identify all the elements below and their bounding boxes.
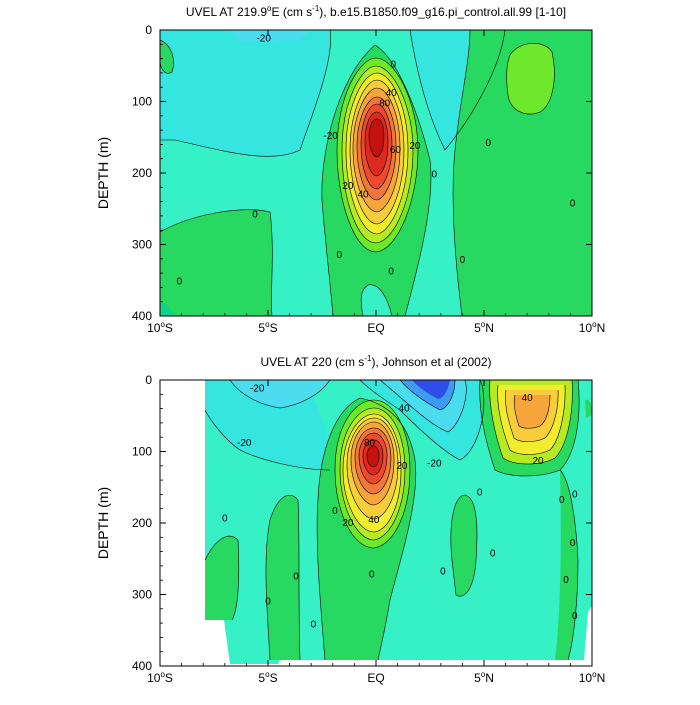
y-tick-label: 100 bbox=[132, 445, 152, 459]
contour-label: 80 bbox=[364, 438, 376, 449]
y-tick-label: 300 bbox=[132, 238, 152, 252]
contour-label: 0 bbox=[293, 572, 299, 583]
contour-label: 40 bbox=[357, 189, 369, 200]
y-tick-label: 200 bbox=[132, 516, 152, 530]
x-tick-label: 5oN bbox=[474, 320, 494, 335]
contour-label: 20 bbox=[342, 518, 354, 529]
contour-label: 0 bbox=[336, 250, 342, 261]
panel-model-ylabel: DEPTH (m) bbox=[95, 137, 111, 209]
contour-label: 0 bbox=[252, 209, 258, 220]
contour-label: 0 bbox=[563, 575, 569, 586]
contour-label: 0 bbox=[390, 59, 396, 70]
contour-label: 0 bbox=[559, 495, 565, 506]
contour-label: 0 bbox=[388, 267, 394, 278]
contour-label: -20 bbox=[237, 438, 252, 449]
x-tick-label: 10oN bbox=[579, 320, 605, 335]
contour-label: 0 bbox=[477, 487, 483, 498]
panel-obs: UVEL AT 220 (cm s-1), Johnson et al (200… bbox=[95, 354, 605, 685]
y-tick-label: 0 bbox=[145, 23, 152, 37]
contour-label: 0 bbox=[332, 506, 338, 517]
contour-label: 20 bbox=[409, 141, 421, 152]
contour-label: 0 bbox=[369, 569, 375, 580]
x-tick-label: EQ bbox=[367, 671, 384, 685]
y-tick-label: 400 bbox=[132, 309, 152, 323]
contour-label: 40 bbox=[399, 404, 411, 415]
contour-label: 80 bbox=[379, 99, 391, 110]
contour-label: 60 bbox=[390, 145, 402, 156]
contour-label: 0 bbox=[177, 277, 183, 288]
contour-label: 0 bbox=[222, 514, 228, 525]
y-tick-label: 400 bbox=[132, 659, 152, 673]
panel-obs-ylabel: DEPTH (m) bbox=[95, 487, 111, 559]
contour-label: 0 bbox=[570, 538, 576, 549]
contour-label: 20 bbox=[396, 461, 408, 472]
contour-label: 0 bbox=[572, 489, 578, 500]
y-tick-label: 0 bbox=[145, 373, 152, 387]
contour-label: 20 bbox=[342, 181, 354, 192]
x-tick-label: 5oN bbox=[474, 670, 494, 685]
panel-model: UVEL AT 219.9oE (cm s-1), b.e15.B1850.f0… bbox=[95, 4, 605, 335]
contour-label: 0 bbox=[572, 611, 578, 622]
x-tick-label: EQ bbox=[367, 321, 384, 335]
contour-label: 0 bbox=[432, 169, 438, 180]
x-tick-label: 5oS bbox=[258, 670, 277, 685]
x-tick-label: 10oN bbox=[579, 670, 605, 685]
contour-label: 0 bbox=[486, 138, 492, 149]
x-tick-label: 10oS bbox=[147, 670, 173, 685]
panel-obs-title: UVEL AT 220 (cm s-1), Johnson et al (200… bbox=[260, 354, 491, 369]
contour-label: 40 bbox=[368, 515, 380, 526]
contour-label: 0 bbox=[570, 199, 576, 210]
x-tick-label: 10oS bbox=[147, 320, 173, 335]
contour-label: -20 bbox=[323, 131, 338, 142]
y-tick-label: 200 bbox=[132, 166, 152, 180]
y-tick-label: 100 bbox=[132, 95, 152, 109]
contour-label: -20 bbox=[250, 384, 265, 395]
contour-label: 20 bbox=[532, 456, 544, 467]
contour-label: -20 bbox=[256, 34, 271, 45]
contour-label: 0 bbox=[490, 549, 496, 560]
contour-label: 0 bbox=[440, 567, 446, 578]
panel-model-title: UVEL AT 219.9oE (cm s-1), b.e15.B1850.f0… bbox=[186, 4, 566, 19]
contour-label: -20 bbox=[427, 459, 442, 470]
contour-label: 40 bbox=[522, 393, 534, 404]
contour-label: 0 bbox=[460, 255, 466, 266]
contour-label: 0 bbox=[311, 620, 317, 631]
x-tick-label: 5oS bbox=[258, 320, 277, 335]
y-tick-label: 300 bbox=[132, 588, 152, 602]
contour-label: 0 bbox=[265, 597, 271, 608]
contour-label: 40 bbox=[386, 88, 398, 99]
